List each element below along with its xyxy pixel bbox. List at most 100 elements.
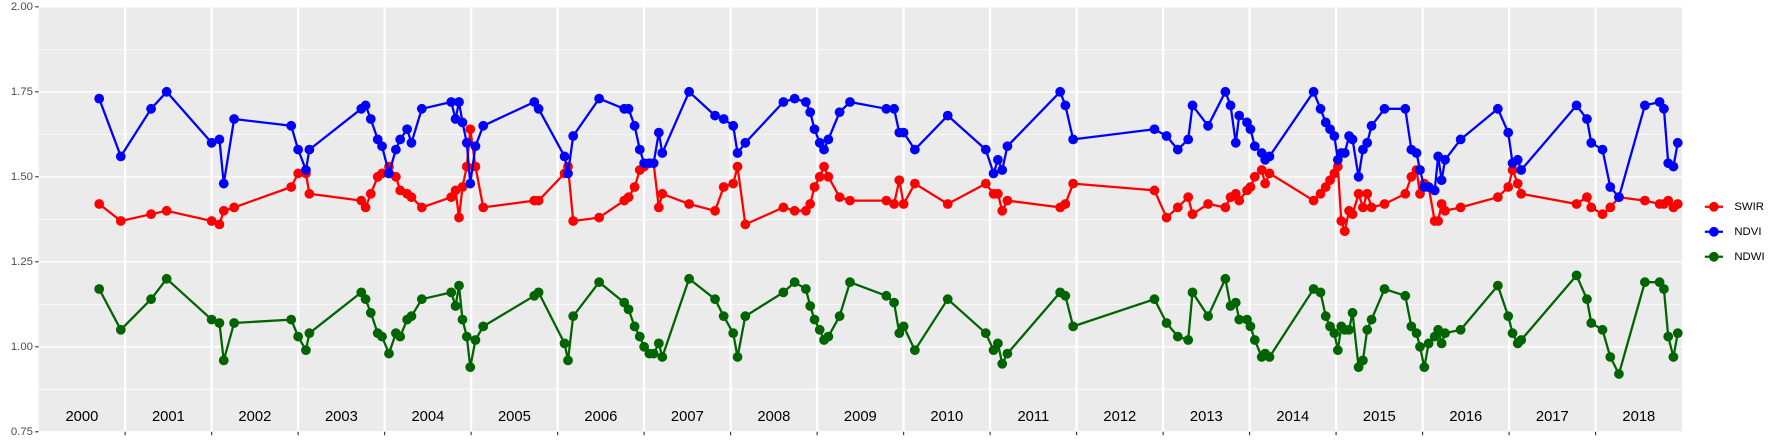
- data-point: [819, 161, 829, 172]
- data-point: [454, 212, 464, 223]
- data-point: [909, 178, 920, 189]
- data-point: [301, 165, 311, 175]
- data-point: [594, 212, 605, 223]
- data-point: [161, 273, 172, 284]
- data-point: [942, 199, 953, 209]
- data-point: [845, 97, 855, 107]
- data-point: [889, 103, 899, 114]
- data-point: [446, 97, 457, 107]
- data-point: [1571, 270, 1582, 281]
- y-tick-label: 1.50: [11, 171, 33, 183]
- data-point: [1225, 100, 1236, 111]
- data-point: [823, 331, 834, 342]
- data-point: [1586, 318, 1597, 328]
- data-point: [634, 144, 645, 155]
- data-point: [1055, 86, 1066, 97]
- data-point: [206, 314, 217, 325]
- data-point: [1161, 131, 1172, 141]
- data-point: [789, 277, 800, 288]
- data-point: [206, 137, 217, 148]
- y-tick-label: 0.75: [11, 426, 33, 438]
- data-point: [377, 168, 387, 179]
- data-point: [809, 314, 820, 325]
- data-point: [1245, 321, 1256, 332]
- data-point: [1605, 182, 1616, 192]
- data-point: [1415, 341, 1425, 352]
- data-point: [559, 338, 570, 349]
- data-point: [161, 205, 172, 216]
- data-point: [304, 144, 315, 155]
- data-point: [377, 331, 387, 342]
- y-tick-label: 1.25: [11, 256, 33, 268]
- data-point: [997, 165, 1008, 175]
- data-point: [718, 114, 729, 124]
- data-point: [1339, 226, 1350, 237]
- data-point: [416, 202, 427, 213]
- data-point: [1597, 324, 1608, 335]
- data-point: [1329, 131, 1340, 141]
- data-point: [1344, 324, 1354, 335]
- data-point: [942, 294, 953, 305]
- data-point: [594, 277, 605, 288]
- data-point: [214, 134, 225, 145]
- data-point: [1183, 134, 1194, 145]
- data-point: [881, 195, 892, 206]
- data-point: [395, 331, 406, 342]
- data-point: [1659, 103, 1669, 114]
- data-point: [218, 178, 229, 189]
- data-point: [834, 192, 845, 203]
- series-ndwi: [94, 270, 1683, 379]
- data-point: [805, 107, 816, 118]
- data-point: [1230, 137, 1241, 148]
- data-point: [834, 107, 845, 118]
- data-point: [1366, 202, 1377, 213]
- data-point: [1149, 294, 1160, 305]
- data-point: [1234, 110, 1245, 121]
- data-point: [710, 294, 720, 305]
- data-point: [1220, 86, 1231, 97]
- data-point: [1332, 161, 1343, 172]
- data-point: [1668, 161, 1679, 172]
- data-point: [1659, 284, 1669, 294]
- data-point: [360, 294, 371, 305]
- data-point: [1503, 127, 1514, 138]
- year-label: 2010: [930, 409, 963, 425]
- data-point: [1516, 188, 1527, 199]
- data-point: [710, 110, 720, 121]
- series-swir: [94, 124, 1683, 237]
- data-point: [1639, 195, 1650, 206]
- data-point: [1187, 287, 1198, 298]
- data-point: [1503, 182, 1514, 192]
- data-point: [1329, 328, 1340, 339]
- data-point: [1068, 321, 1079, 332]
- data-point: [629, 120, 640, 131]
- data-point: [1249, 335, 1260, 345]
- data-point: [1582, 294, 1592, 305]
- data-point: [881, 103, 892, 114]
- data-point: [470, 335, 481, 345]
- data-point: [1260, 178, 1271, 189]
- data-point: [1358, 202, 1368, 213]
- data-point: [1415, 165, 1425, 175]
- data-point: [1455, 202, 1466, 213]
- data-point: [1436, 338, 1447, 349]
- data-point: [823, 171, 834, 182]
- data-point: [740, 137, 751, 148]
- data-point: [993, 154, 1003, 165]
- data-point: [1203, 120, 1213, 131]
- legend-label: NDVI: [1734, 226, 1761, 238]
- data-point: [229, 114, 240, 124]
- data-point: [563, 355, 573, 366]
- data-point: [533, 287, 544, 298]
- data-point: [889, 199, 899, 209]
- data-point: [732, 148, 743, 158]
- data-point: [819, 144, 829, 155]
- data-point: [1256, 165, 1267, 175]
- data-point: [778, 287, 789, 298]
- data-point: [629, 182, 640, 192]
- data-point: [360, 100, 371, 111]
- data-point: [94, 284, 105, 294]
- data-point: [1336, 216, 1347, 226]
- data-point: [623, 192, 634, 203]
- data-point: [563, 168, 573, 179]
